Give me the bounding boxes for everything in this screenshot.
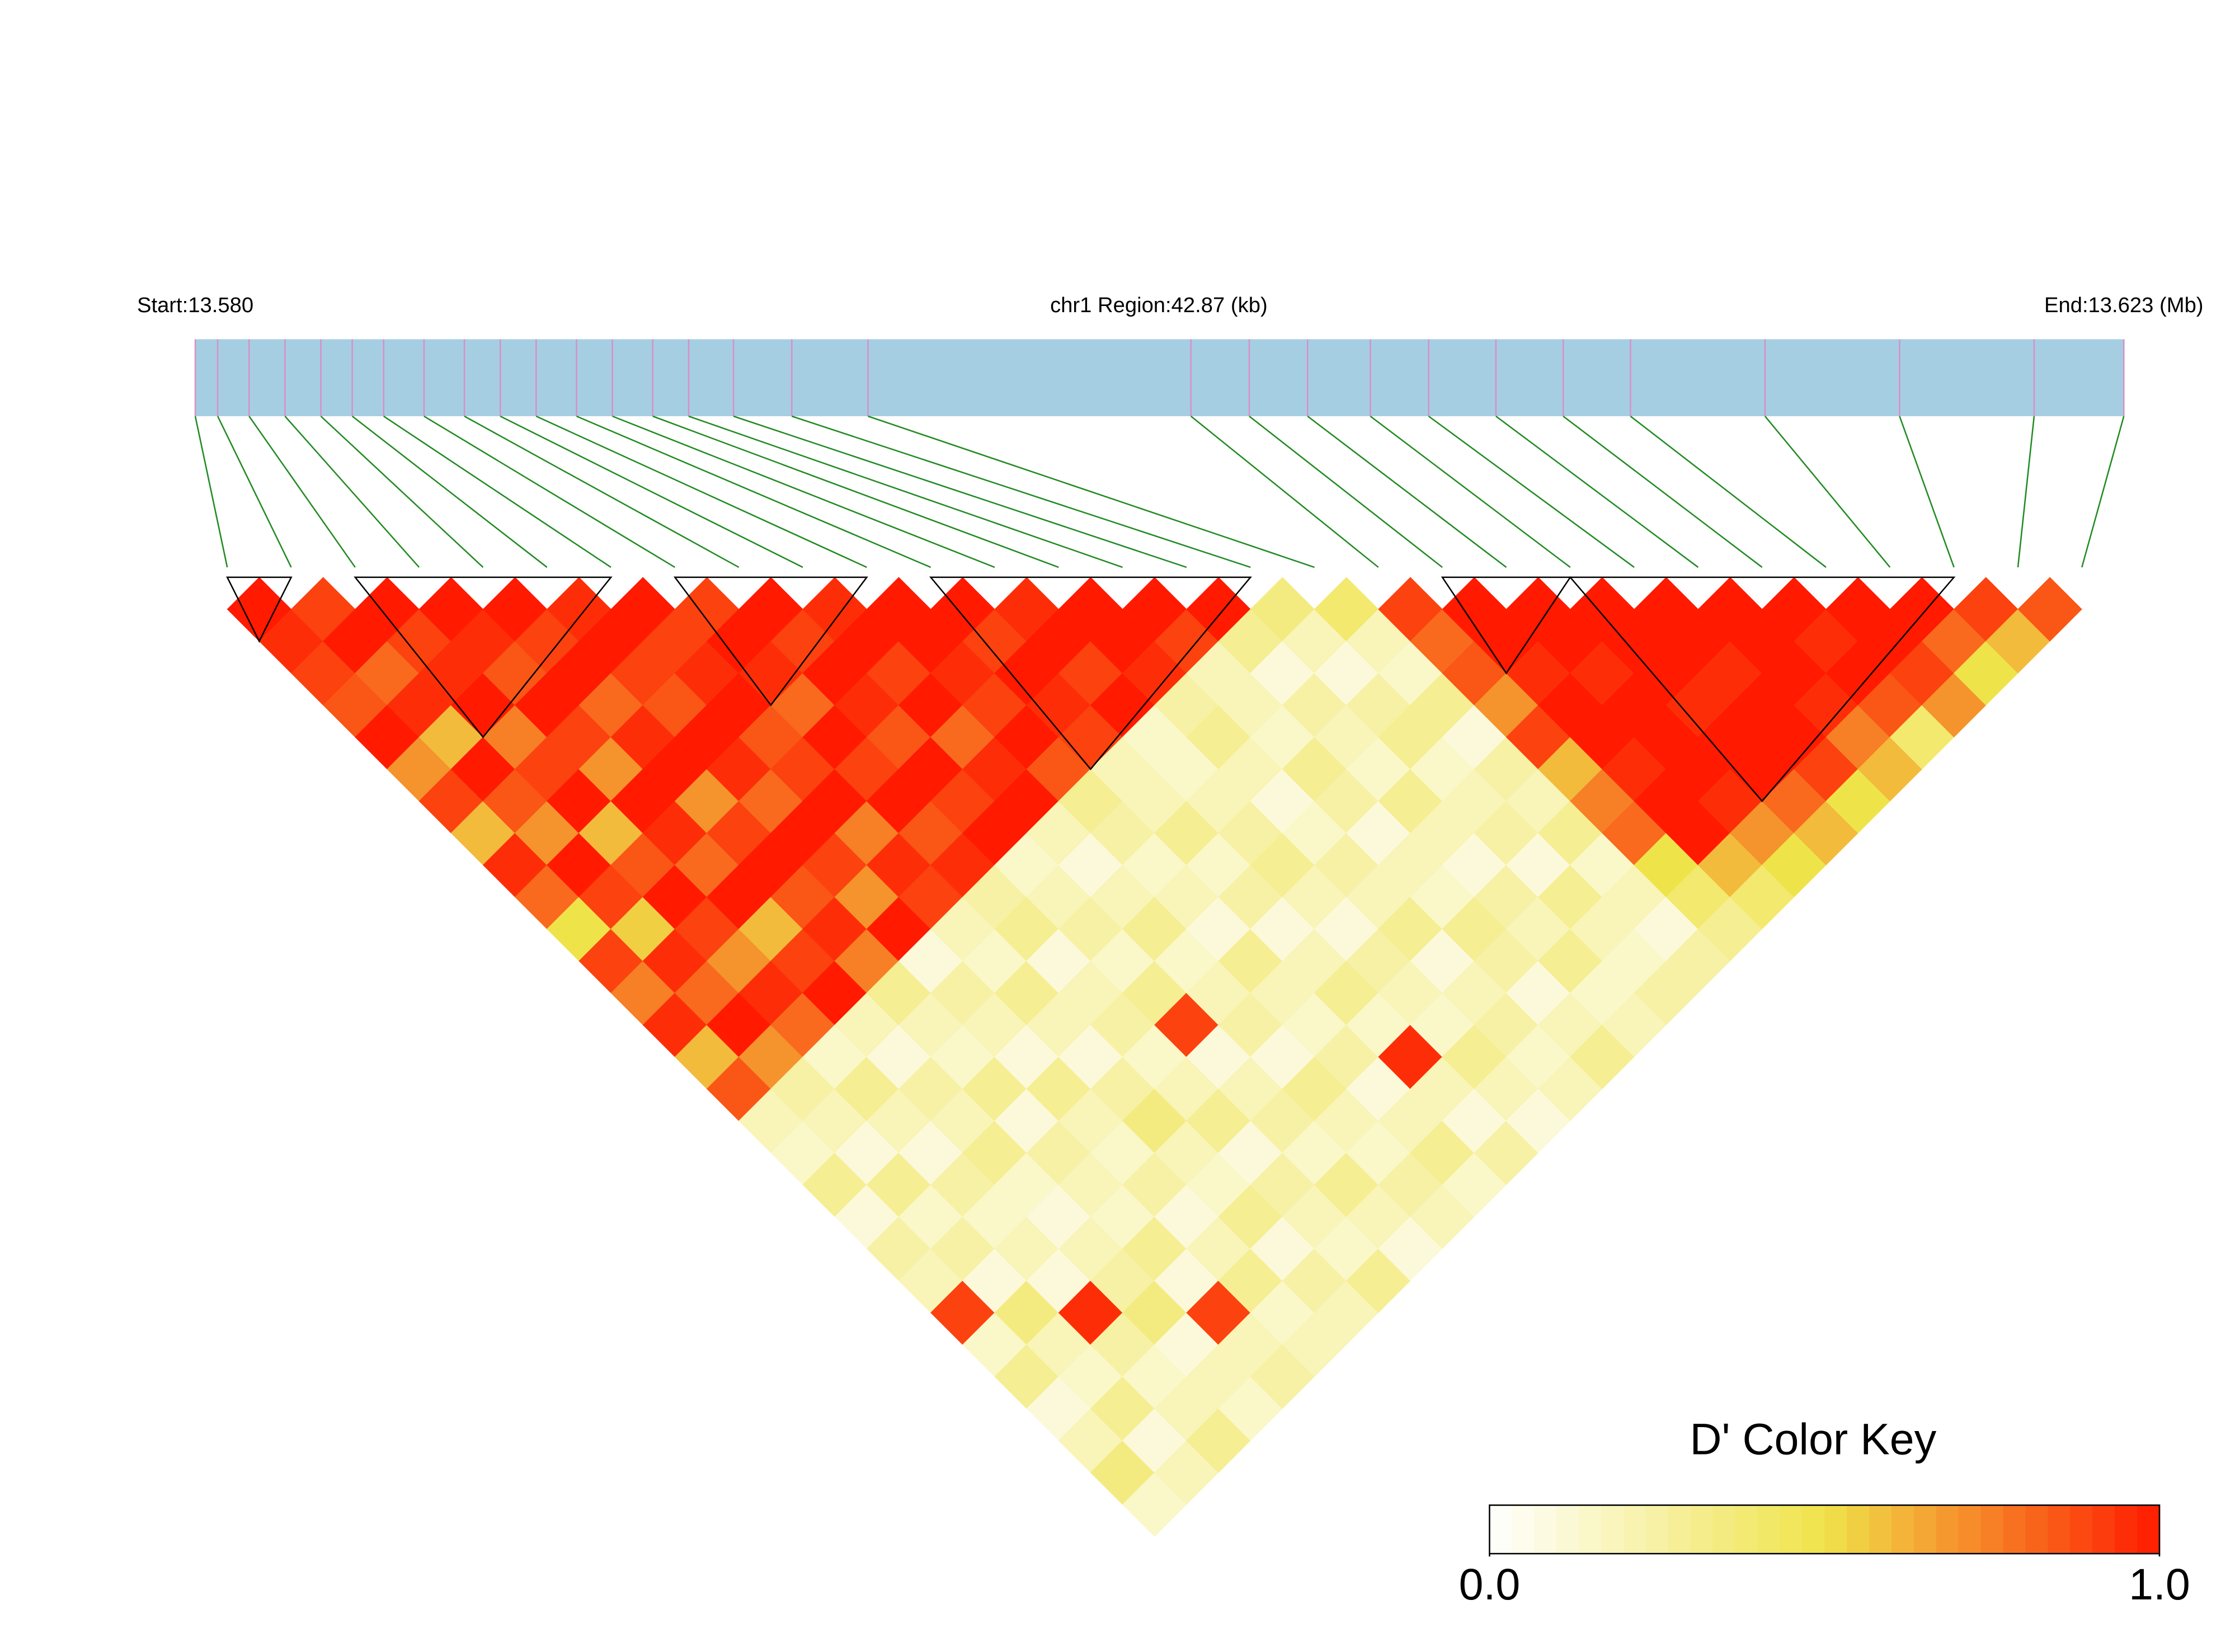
colorbar-step [1936,1505,1959,1554]
snp-link [500,415,803,568]
snp-link [2017,416,2035,568]
snp-link [1370,415,1571,568]
snp-link [1764,416,1891,568]
colorbar-step [1869,1505,1893,1554]
colorbar-step [2137,1505,2161,1554]
snp-link [320,416,484,568]
snp-link [612,415,995,568]
ld-block [673,576,868,707]
snp-link [688,415,1123,568]
colorbar-step [2003,1505,2026,1554]
colorbar-step [1958,1505,1982,1554]
snp-link [1307,415,1507,568]
snp-link [424,415,676,568]
snp-link [1428,415,1635,568]
snp-link [1190,416,1379,568]
start-label: Start:13.580 [137,293,253,317]
colorbar-label: 0.0 [1459,1560,1521,1609]
snp-link [791,415,1251,568]
snp-link [1630,415,1827,568]
ld-block [226,576,293,643]
ld-cell [2017,577,2082,642]
colorbar-step [1668,1505,1692,1554]
snp-link [217,416,292,568]
colorbar-step [1556,1505,1580,1554]
colorbar-step [1579,1505,1602,1554]
colorbar-step [1735,1505,1758,1554]
snp-link [1249,415,1443,568]
snp-link [284,416,420,568]
ld-block [1569,576,1956,802]
snp-link [576,415,931,568]
colorbar-step [1802,1505,1825,1554]
snp-link [351,415,548,568]
snp-link [2081,416,2125,568]
colorbar-step [1534,1505,1558,1554]
colorbar-step [2048,1505,2071,1554]
end-label: End:13.623 (Mb) [2044,293,2204,317]
colorbar-step [2092,1505,2116,1554]
colorbar-step [1489,1505,1513,1554]
colorbar-step [2070,1505,2093,1554]
colorbar-step [1512,1505,1535,1554]
snp-link [733,415,1187,568]
ld-block [354,576,613,738]
colorbar-step [2025,1505,2049,1554]
legend-title: D' Color Key [1690,1414,1936,1463]
colorbar-step [1623,1505,1647,1554]
colorbar-step [1980,1505,2004,1554]
colorbar-step [2115,1505,2138,1554]
colorbar-step [1601,1505,1625,1554]
colorbar-step [1824,1505,1848,1554]
region-label: chr1 Region:42.87 (kb) [1050,293,1268,317]
snp-link [1563,415,1763,568]
snp-link [1495,415,1699,568]
colorbar-step [1891,1505,1915,1554]
snp-link [383,415,611,568]
snp-link [1899,416,1955,568]
colorbar-frame [1489,1504,2161,1555]
snp-link [194,416,228,568]
snp-link [464,415,740,568]
colorbar-step [1757,1505,1781,1554]
snp-link [535,415,867,568]
ld-block [929,576,1252,770]
colorbar-step [1780,1505,1803,1554]
snp-link [868,415,1315,568]
colorbar-step [1913,1505,1937,1554]
snp-link [652,415,1059,568]
colorbar-label: 1.0 [2129,1560,2190,1609]
snp-link [248,416,356,568]
colorbar-step [1690,1505,1714,1554]
colorbar-step [1645,1505,1669,1554]
colorbar-step [1847,1505,1870,1554]
colorbar-step [1712,1505,1736,1554]
region-track [195,339,2124,416]
ld-block [1441,576,1572,675]
